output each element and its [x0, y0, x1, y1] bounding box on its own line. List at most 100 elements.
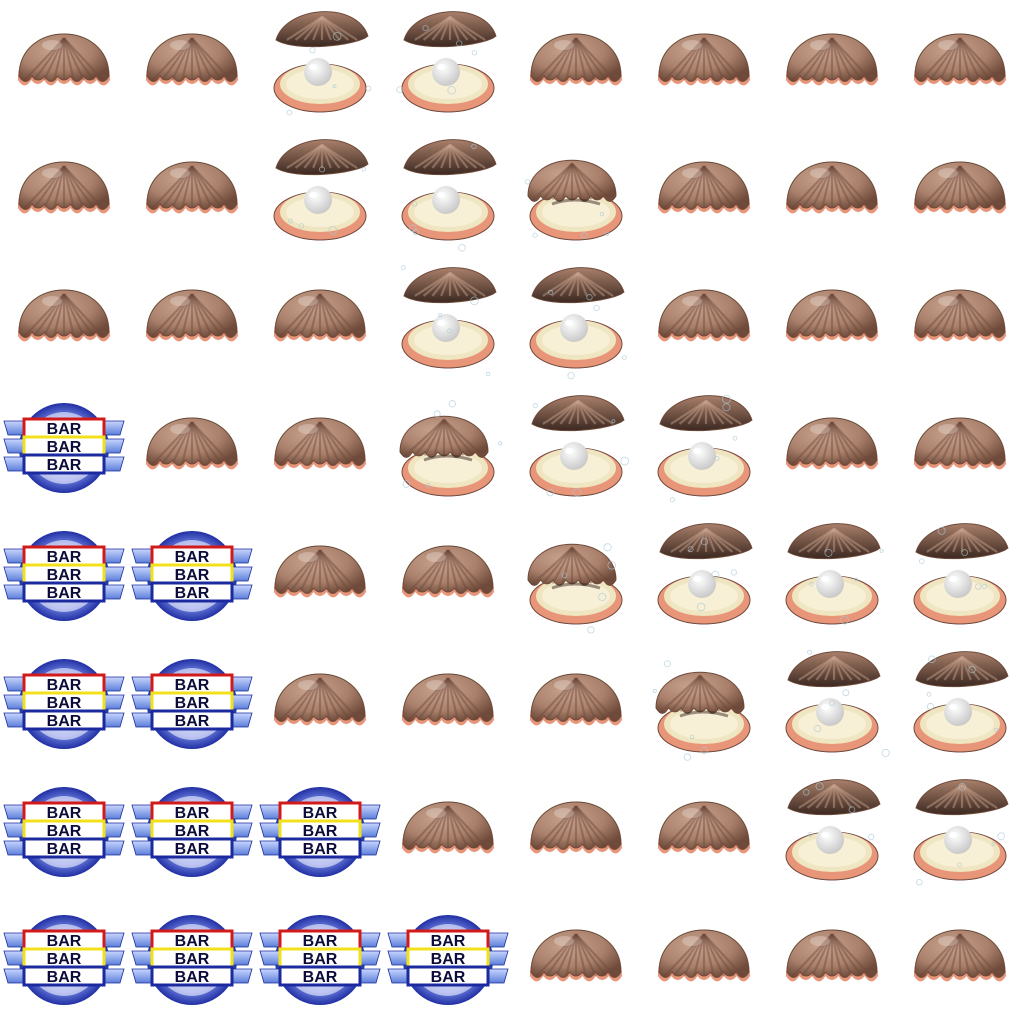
- bar-symbol-sprite: BAR BAR BAR: [256, 896, 384, 1024]
- bar-label: BAR: [47, 567, 82, 584]
- shell-closed-icon: [146, 33, 238, 86]
- shell-closed-icon: [786, 161, 878, 214]
- bar-label: BAR: [175, 549, 210, 566]
- shell-closed-sprite: [896, 384, 1024, 512]
- shell-closed-icon: [274, 289, 366, 342]
- bar-label: BAR: [47, 805, 82, 822]
- shell-closed-icon: [914, 33, 1006, 86]
- oyster-open-pearl-icon: [273, 139, 369, 241]
- shell-closed-icon: [914, 289, 1006, 342]
- oyster-open-pearl-icon: [401, 139, 497, 252]
- bar-label: BAR: [47, 549, 82, 566]
- bar-symbol-sprite: BAR BAR BAR: [384, 896, 512, 1024]
- shell-closed-icon: [274, 673, 366, 726]
- bar-label: BAR: [47, 841, 82, 858]
- shell-closed-icon: [914, 417, 1006, 470]
- shell-closed-sprite: [512, 896, 640, 1024]
- shell-closed-icon: [914, 929, 1006, 982]
- shell-closed-icon: [786, 289, 878, 342]
- bar-symbol-sprite: BAR BAR BAR: [128, 640, 256, 768]
- shell-closed-icon: [786, 417, 878, 470]
- shell-closed-sprite: [896, 0, 1024, 128]
- shell-closed-sprite: [512, 0, 640, 128]
- shell-closed-icon: [914, 161, 1006, 214]
- bar-label: BAR: [303, 933, 338, 950]
- oyster-half-open-icon: [399, 400, 503, 497]
- oyster-open-pearl-icon: [401, 265, 497, 377]
- bar-label: BAR: [175, 823, 210, 840]
- shell-closed-sprite: [640, 128, 768, 256]
- bar-label: BAR: [303, 841, 338, 858]
- bar-symbol-sprite: BAR BAR BAR: [0, 768, 128, 896]
- shell-closed-sprite: [0, 256, 128, 384]
- shell-closed-sprite: [384, 640, 512, 768]
- oyster-open-pearl-icon: [273, 11, 372, 116]
- oyster-open-pearl-sprite: [768, 512, 896, 640]
- oyster-open-pearl-sprite: [640, 384, 768, 512]
- shell-closed-sprite: [512, 768, 640, 896]
- shell-closed-sprite: [128, 0, 256, 128]
- shell-closed-icon: [274, 417, 366, 470]
- oyster-open-pearl-icon: [913, 523, 1009, 625]
- oyster-open-pearl-icon: [657, 523, 753, 625]
- shell-closed-sprite: [768, 384, 896, 512]
- oyster-open-pearl-icon: [657, 394, 753, 503]
- oyster-open-pearl-sprite: [384, 128, 512, 256]
- bar-label: BAR: [175, 713, 210, 730]
- bar-label: BAR: [175, 841, 210, 858]
- shell-closed-icon: [402, 673, 494, 726]
- oyster-open-pearl-icon: [396, 11, 497, 113]
- bar-label: BAR: [303, 951, 338, 968]
- bar-symbol-sprite: BAR BAR BAR: [0, 896, 128, 1024]
- oyster-half-open-icon: [527, 543, 623, 634]
- shell-closed-icon: [658, 289, 750, 342]
- shell-closed-icon: [530, 929, 622, 982]
- shell-closed-sprite: [640, 256, 768, 384]
- oyster-half-open-icon: [524, 159, 623, 241]
- oyster-half-open-sprite: [512, 128, 640, 256]
- shell-closed-icon: [18, 161, 110, 214]
- shell-closed-sprite: [640, 0, 768, 128]
- oyster-open-pearl-sprite: [384, 0, 512, 128]
- bar-label: BAR: [47, 421, 82, 438]
- oyster-open-pearl-sprite: [640, 512, 768, 640]
- bar-label: BAR: [303, 969, 338, 986]
- bar-label: BAR: [303, 805, 338, 822]
- bar-label: BAR: [47, 823, 82, 840]
- bar-label: BAR: [47, 695, 82, 712]
- shell-closed-icon: [146, 289, 238, 342]
- shell-closed-sprite: [0, 0, 128, 128]
- bar-label: BAR: [175, 677, 210, 694]
- shell-closed-sprite: [640, 768, 768, 896]
- oyster-open-pearl-sprite: [768, 640, 896, 768]
- oyster-half-open-sprite: [384, 384, 512, 512]
- bar-label: BAR: [47, 439, 82, 456]
- shell-closed-icon: [658, 161, 750, 214]
- shell-closed-icon: [658, 33, 750, 86]
- bar-symbol-sprite: BAR BAR BAR: [128, 896, 256, 1024]
- bar-label: BAR: [175, 951, 210, 968]
- shell-closed-icon: [530, 673, 622, 726]
- bar-label: BAR: [431, 951, 466, 968]
- bar-label: BAR: [175, 969, 210, 986]
- bar-symbol-sprite: BAR BAR BAR: [0, 512, 128, 640]
- oyster-open-pearl-sprite: [512, 384, 640, 512]
- shell-closed-icon: [18, 289, 110, 342]
- bar-label: BAR: [175, 933, 210, 950]
- shell-closed-icon: [658, 929, 750, 982]
- oyster-open-pearl-icon: [785, 779, 881, 881]
- oyster-half-open-sprite: [512, 512, 640, 640]
- bar-label: BAR: [47, 677, 82, 694]
- bar-label: BAR: [175, 585, 210, 602]
- shell-closed-icon: [146, 161, 238, 214]
- shell-closed-sprite: [768, 896, 896, 1024]
- oyster-open-pearl-sprite: [256, 128, 384, 256]
- shell-closed-icon: [530, 801, 622, 854]
- oyster-open-pearl-icon: [913, 651, 1009, 753]
